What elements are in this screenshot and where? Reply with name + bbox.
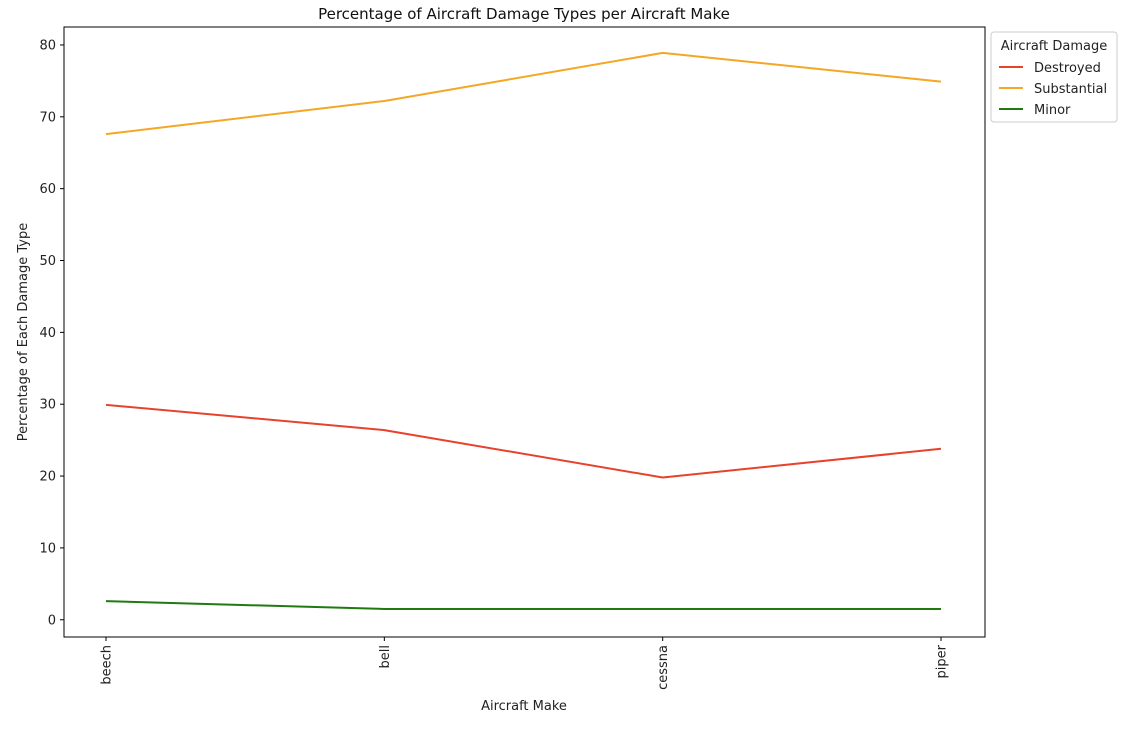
legend-label-minor: Minor bbox=[1034, 103, 1071, 118]
y-tick-label: 50 bbox=[39, 254, 56, 269]
plot-area: 0 10 20 30 40 50 60 70 80 beech bell cessna piper bbox=[39, 26, 986, 690]
y-tick-label: 20 bbox=[39, 470, 56, 485]
y-tick-label: 70 bbox=[39, 110, 56, 125]
series-line-destroyed bbox=[105, 403, 942, 479]
y-tick-label: 80 bbox=[39, 38, 56, 53]
legend-title: Aircraft Damage bbox=[1001, 39, 1107, 54]
y-tick-label: 60 bbox=[39, 182, 56, 197]
legend: Aircraft Damage Destroyed Substantial Minor bbox=[990, 31, 1118, 123]
legend-label-destroyed: Destroyed bbox=[1034, 61, 1101, 76]
x-tick-label: cessna bbox=[656, 645, 671, 690]
plot-frame bbox=[63, 26, 986, 638]
y-tick-label: 40 bbox=[39, 326, 56, 341]
x-tick-label: piper bbox=[935, 644, 950, 678]
y-tick-label: 10 bbox=[39, 541, 56, 556]
chart-title: Percentage of Aircraft Damage Types per … bbox=[318, 5, 730, 23]
x-axis-label: Aircraft Make bbox=[481, 699, 567, 714]
x-tick-label: bell bbox=[378, 645, 393, 668]
x-tick-label: beech bbox=[100, 645, 115, 685]
legend-box bbox=[990, 31, 1118, 123]
legend-label-substantial: Substantial bbox=[1034, 82, 1107, 97]
y-tick-label: 30 bbox=[39, 398, 56, 413]
series-line-substantial bbox=[105, 51, 942, 136]
series-line-minor bbox=[105, 600, 941, 610]
y-axis-label: Percentage of Each Damage Type bbox=[16, 223, 31, 441]
y-tick-label: 0 bbox=[48, 613, 56, 628]
